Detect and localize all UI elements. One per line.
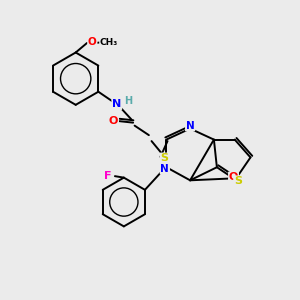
Text: S: S	[234, 176, 242, 186]
Text: F: F	[104, 171, 112, 181]
Text: N: N	[112, 99, 122, 109]
Text: O: O	[229, 172, 238, 182]
Text: S: S	[160, 153, 169, 163]
Text: CH₃: CH₃	[100, 38, 118, 47]
Text: H: H	[124, 96, 132, 106]
Text: N: N	[160, 164, 169, 174]
Text: N: N	[186, 121, 194, 130]
Text: O: O	[109, 116, 118, 126]
Text: O: O	[88, 38, 97, 47]
